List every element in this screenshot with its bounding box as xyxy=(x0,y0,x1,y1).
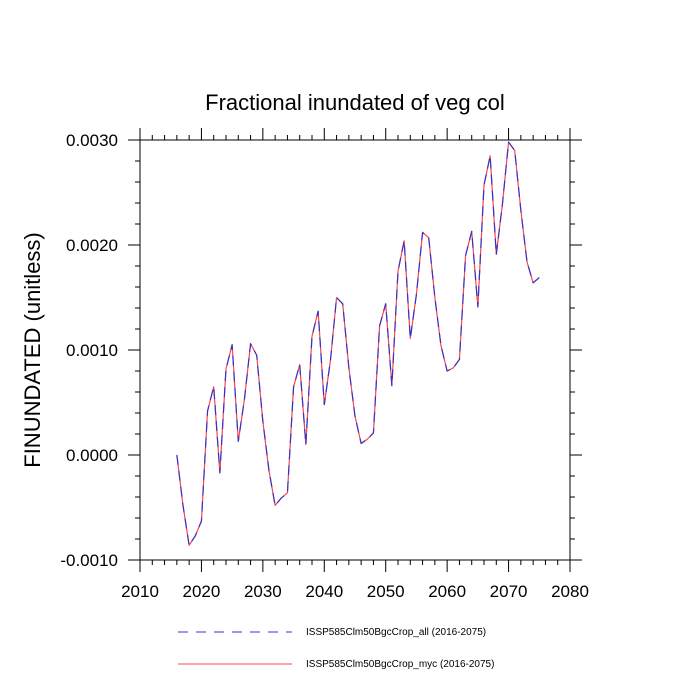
legend-label-1: ISSP585Clm50BgcCrop_myc (2016-2075) xyxy=(306,659,494,670)
x-tick-label: 2070 xyxy=(490,582,528,601)
x-tick-label: 2030 xyxy=(244,582,282,601)
x-tick-label: 2020 xyxy=(183,582,221,601)
legend-label-0: ISSP585Clm50BgcCrop_all (2016-2075) xyxy=(306,627,486,638)
chart-title: Fractional inundated of veg col xyxy=(205,90,505,115)
x-tick-label: 2040 xyxy=(305,582,343,601)
y-tick-label: 0.0020 xyxy=(66,236,118,255)
x-tick-label: 2050 xyxy=(367,582,405,601)
y-tick-label: -0.0010 xyxy=(60,551,118,570)
series-line-1 xyxy=(176,141,540,546)
x-tick-label: 2010 xyxy=(121,582,159,601)
y-axis-label: FINUNDATED (unitless) xyxy=(20,232,45,468)
y-tick-label: 0.0000 xyxy=(66,446,118,465)
y-tick-label: 0.0010 xyxy=(66,341,118,360)
x-tick-label: 2080 xyxy=(551,582,589,601)
x-tick-label: 2060 xyxy=(428,582,466,601)
y-tick-label: 0.0030 xyxy=(66,131,118,150)
plot-frame xyxy=(139,139,571,561)
series-line-0 xyxy=(176,141,540,546)
